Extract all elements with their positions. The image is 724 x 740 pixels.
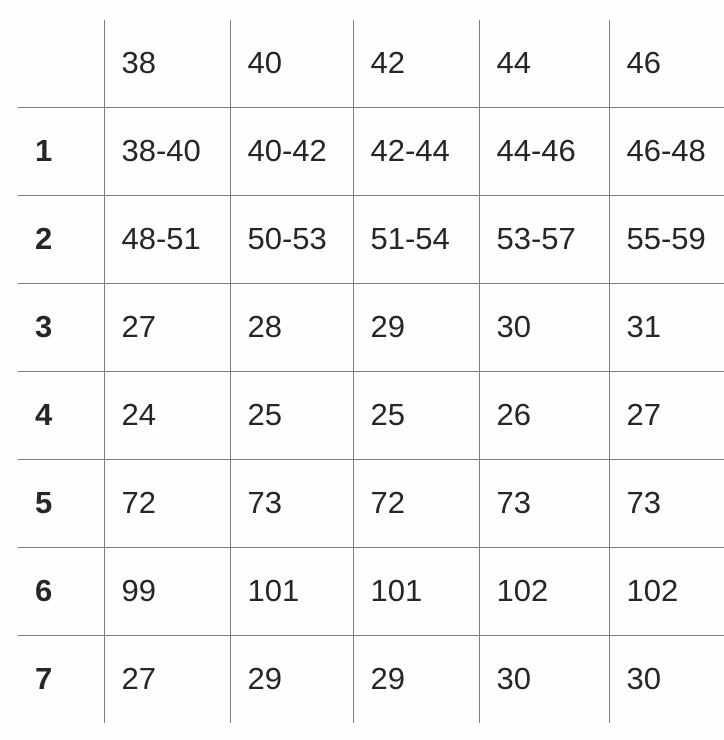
cell: 102: [608, 546, 724, 636]
cell: 26: [478, 370, 610, 460]
cell: 30: [608, 634, 724, 723]
cell: 29: [352, 634, 480, 723]
cell: 73: [478, 458, 610, 548]
table-body: 1 38-40 40-42 42-44 44-46 46-48 2 48-51 50-53 51-…: [18, 106, 724, 723]
cell: 29: [352, 282, 480, 372]
cell: 53-57: [478, 194, 610, 284]
cell: 73: [608, 458, 724, 548]
table-row: 6 99 101 101 102 102: [18, 546, 724, 636]
cell: 42-44: [352, 106, 480, 196]
column-header: 42: [352, 20, 480, 108]
size-chart-table: 38 40 42 44 46 1 38-40 40-42 42-44 44-46 46-48 2 48…: [18, 20, 724, 723]
row-label: 5: [18, 458, 105, 548]
column-header: 44: [478, 20, 610, 108]
row-label: 4: [18, 370, 105, 460]
column-header: 46: [608, 20, 724, 108]
cell: 27: [608, 370, 724, 460]
cell: 24: [103, 370, 231, 460]
cell: 25: [352, 370, 480, 460]
table-row: 4 24 25 25 26 27: [18, 370, 724, 460]
cell: 28: [229, 282, 354, 372]
cell: 101: [229, 546, 354, 636]
cell: 99: [103, 546, 231, 636]
row-label: 7: [18, 634, 105, 723]
row-label: 3: [18, 282, 105, 372]
table-row: 5 72 73 72 73 73: [18, 458, 724, 548]
table-row: 7 27 29 29 30 30: [18, 634, 724, 723]
row-label: 2: [18, 194, 105, 284]
cell: 51-54: [352, 194, 480, 284]
row-label: 1: [18, 106, 105, 196]
cell: 72: [103, 458, 231, 548]
row-label: 6: [18, 546, 105, 636]
cell: 30: [478, 282, 610, 372]
table-row: 3 27 28 29 30 31: [18, 282, 724, 372]
table-row: 2 48-51 50-53 51-54 53-57 55-59: [18, 194, 724, 284]
table-row: 1 38-40 40-42 42-44 44-46 46-48: [18, 106, 724, 196]
cell: 72: [352, 458, 480, 548]
cell: 29: [229, 634, 354, 723]
cell: 101: [352, 546, 480, 636]
cell: 27: [103, 282, 231, 372]
cell: 27: [103, 634, 231, 723]
cell: 40-42: [229, 106, 354, 196]
cell: 55-59: [608, 194, 724, 284]
cell: 50-53: [229, 194, 354, 284]
cell: 44-46: [478, 106, 610, 196]
header-row: 38 40 42 44 46: [18, 20, 724, 108]
cell: 25: [229, 370, 354, 460]
corner-cell: [18, 20, 105, 108]
cell: 38-40: [103, 106, 231, 196]
column-header: 40: [229, 20, 354, 108]
cell: 102: [478, 546, 610, 636]
cell: 30: [478, 634, 610, 723]
column-header: 38: [103, 20, 231, 108]
cell: 48-51: [103, 194, 231, 284]
cell: 46-48: [608, 106, 724, 196]
cell: 31: [608, 282, 724, 372]
cell: 73: [229, 458, 354, 548]
